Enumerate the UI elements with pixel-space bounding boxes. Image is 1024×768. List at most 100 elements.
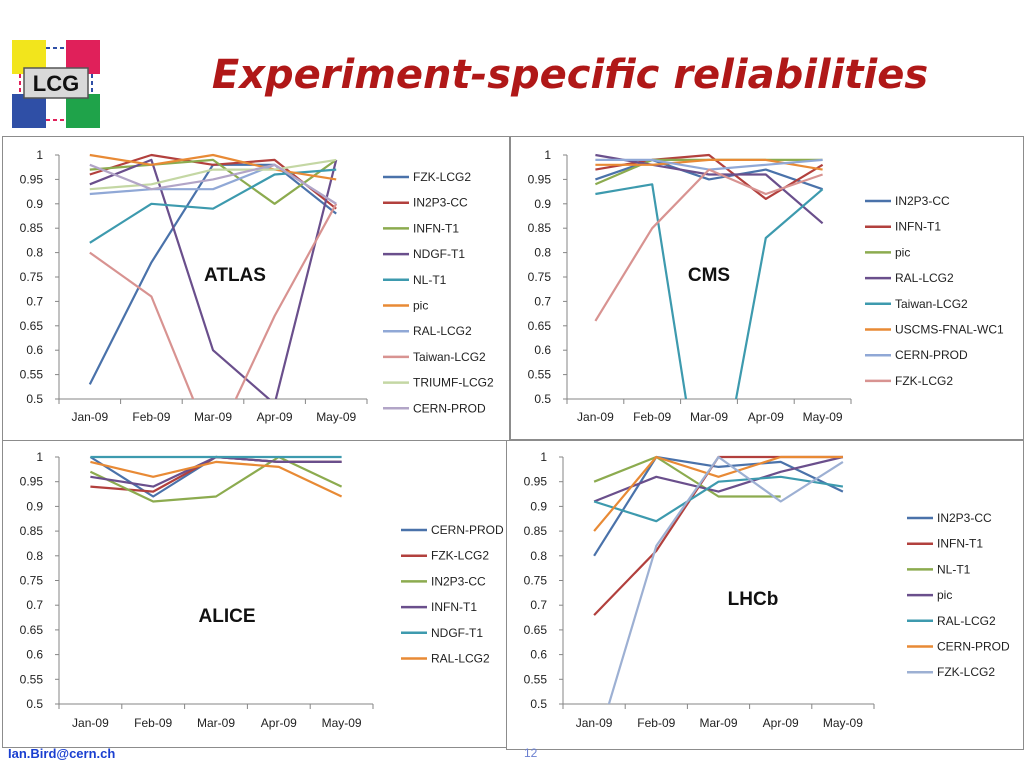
chart-lhcb-svg: 0.5 0.55 0.6 0.65 0.7 0.75 0.8 0.85 0.9 0.95 1 Jan-…	[524, 450, 1010, 730]
chart-lhcb: 0.5 0.55 0.6 0.65 0.7 0.75 0.8 0.85 0.9 0.95 1 Jan-…	[506, 440, 1024, 750]
legend-label: IN2P3-CC	[895, 194, 950, 208]
y-tick-label: 0.65	[524, 623, 548, 637]
legend-label: CERN-PROD	[431, 523, 504, 537]
legend-label: Taiwan-LCG2	[895, 297, 968, 311]
y-tick-label: 0.75	[528, 270, 552, 284]
legend-label: RAL-LCG2	[895, 271, 954, 285]
legend-label: Taiwan-LCG2	[413, 350, 486, 364]
x-tick-label: Jan-09	[72, 716, 109, 730]
x-tick-label: Mar-09	[197, 716, 235, 730]
series-line-taiwan-lcg2	[89, 203, 338, 399]
chart-cms-svg: 0.5 0.55 0.6 0.65 0.7 0.75 0.8 0.85 0.9 0.95 1 Jan-…	[528, 148, 1004, 424]
legend-label: INFN-T1	[937, 537, 983, 551]
legend-label: INFN-T1	[895, 220, 941, 234]
x-tick-label: May-09	[322, 716, 362, 730]
legend-label: FZK-LCG2	[431, 549, 489, 563]
y-tick-label: 0.5	[26, 697, 43, 711]
legend-label: RAL-LCG2	[413, 324, 472, 338]
y-tick-label: 0.8	[26, 246, 43, 260]
logo-blue-square	[12, 94, 46, 128]
legend-label: INFN-T1	[431, 600, 477, 614]
x-tick-label: Mar-09	[699, 716, 737, 730]
chart-cms: 0.5 0.55 0.6 0.65 0.7 0.75 0.8 0.85 0.9 0.95 1 Jan-…	[510, 136, 1024, 440]
x-tick-label: Feb-09	[637, 716, 675, 730]
y-tick-label: 0.85	[524, 524, 548, 538]
x-tick-label: Feb-09	[134, 716, 172, 730]
footer-email[interactable]: Ian.Bird@cern.ch	[8, 746, 116, 761]
y-tick-label: 0.7	[530, 598, 547, 612]
y-tick-label: 0.8	[26, 549, 43, 563]
legend-label: pic	[895, 245, 910, 259]
y-tick-label: 0.95	[524, 475, 548, 489]
y-tick-label: 0.85	[20, 221, 44, 235]
chart-alice: 0.5 0.55 0.6 0.65 0.7 0.75 0.8 0.85 0.9 0.95 1 Jan-…	[2, 440, 510, 748]
series-line-fzk-lcg2	[607, 455, 844, 704]
series-line-taiwan-lcg2	[595, 183, 824, 399]
y-tick-label: 0.75	[20, 574, 44, 588]
legend-label: USCMS-FNAL-WC1	[895, 323, 1004, 337]
series-line-in2p3-cc	[89, 153, 337, 210]
y-tick-label: 1	[544, 148, 551, 162]
y-tick-label: 0.6	[26, 343, 43, 357]
y-tick-label: 0.9	[26, 499, 43, 513]
x-tick-label: Mar-09	[194, 410, 232, 424]
y-tick-label: 1	[36, 148, 43, 162]
y-tick-label: 0.95	[528, 172, 552, 186]
series-line-ral-lcg2	[593, 475, 844, 523]
x-tick-label: Apr-09	[763, 716, 799, 730]
legend-label: IN2P3-CC	[413, 196, 468, 210]
legend-label: NL-T1	[937, 562, 971, 576]
y-tick-label: 0.65	[528, 319, 552, 333]
chart-experiment-label: ALICE	[199, 606, 256, 627]
slide-title: Experiment-specific reliabilities	[211, 52, 929, 98]
x-tick-label: Apr-09	[748, 410, 784, 424]
y-tick-label: 0.55	[524, 672, 548, 686]
y-tick-label: 0.6	[534, 343, 551, 357]
y-tick-label: 0.9	[534, 197, 551, 211]
series-line-infn-t1	[89, 158, 337, 205]
series-line-ndgf-t1	[89, 158, 338, 399]
y-tick-label: 0.9	[26, 197, 43, 211]
y-tick-label: 0.65	[20, 319, 44, 333]
y-tick-label: 0.7	[26, 598, 43, 612]
series-line-ral-lcg2	[90, 460, 343, 498]
legend-label: pic	[413, 299, 428, 313]
chart-atlas: 0.5 0.55 0.6 0.65 0.7 0.75 0.8 0.85 0.9 0.95 1 Jan-…	[2, 136, 510, 442]
chart-experiment-label: CMS	[688, 265, 730, 286]
y-tick-label: 0.5	[534, 392, 551, 406]
legend-label: CERN-PROD	[937, 640, 1010, 654]
y-tick-label: 0.55	[20, 672, 44, 686]
x-tick-label: Feb-09	[633, 410, 671, 424]
x-tick-label: May-09	[316, 410, 356, 424]
chart-alice-svg: 0.5 0.55 0.6 0.65 0.7 0.75 0.8 0.85 0.9 0.95 1 Jan-…	[20, 450, 504, 730]
x-tick-label: Apr-09	[257, 410, 293, 424]
series-line-ral-lcg2	[595, 153, 824, 225]
y-tick-label: 0.85	[528, 221, 552, 235]
legend-label: FZK-LCG2	[937, 665, 995, 679]
x-tick-label: May-09	[823, 716, 863, 730]
x-tick-label: Jan-09	[577, 410, 614, 424]
x-tick-label: Mar-09	[690, 410, 728, 424]
y-tick-label: 0.7	[26, 294, 43, 308]
legend-label: FZK-LCG2	[895, 374, 953, 388]
y-tick-label: 0.55	[20, 368, 44, 382]
legend-label: CERN-PROD	[413, 401, 486, 415]
y-tick-label: 0.8	[530, 549, 547, 563]
y-tick-label: 0.7	[534, 294, 551, 308]
legend-label: IN2P3-CC	[937, 511, 992, 525]
legend-label: NL-T1	[413, 273, 447, 287]
y-tick-label: 0.75	[524, 574, 548, 588]
x-tick-label: Feb-09	[132, 410, 170, 424]
legend-label: RAL-LCG2	[937, 614, 996, 628]
legend-label: CERN-PROD	[895, 348, 968, 362]
y-tick-label: 0.5	[26, 392, 43, 406]
legend-label: TRIUMF-LCG2	[413, 376, 494, 390]
x-tick-label: May-09	[803, 410, 843, 424]
series-line-pic	[89, 153, 337, 181]
series-line-cern-prod	[89, 163, 337, 205]
series-line-nl-t1	[593, 455, 781, 498]
y-tick-label: 0.85	[20, 524, 44, 538]
legend-label: NDGF-T1	[431, 626, 483, 640]
chart-atlas-svg: 0.5 0.55 0.6 0.65 0.7 0.75 0.8 0.85 0.9 0.95 1 Jan-…	[20, 148, 494, 424]
legend-label: RAL-LCG2	[431, 652, 490, 666]
